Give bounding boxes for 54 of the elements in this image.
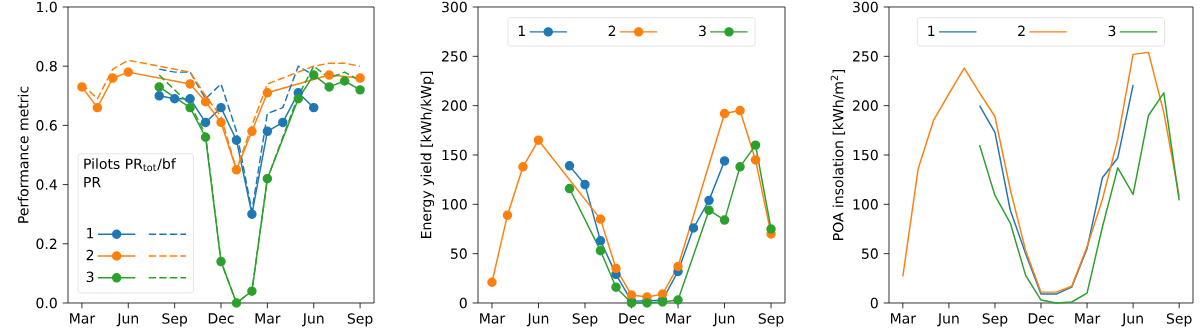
x-tick-label: Sep (1166, 313, 1192, 327)
y-tick-label: 0.2 (36, 238, 57, 250)
x-tick-label: Sep (758, 313, 784, 327)
y-tick-label: 1.0 (37, 1, 57, 13)
y-tick-label: 150 (853, 149, 878, 161)
y-tick-label: 50 (451, 248, 467, 259)
y-axis-title: Energy yield [kWh/kWp] (420, 71, 435, 238)
y-tick-label: 0 (870, 297, 878, 309)
y-tick-label: 0 (459, 297, 467, 309)
x-tick-label: Jun (526, 313, 549, 327)
y-tick-label: 50 (862, 248, 878, 259)
x-tick-label: Mar (480, 313, 506, 324)
y-tick-label: 0.4 (36, 179, 57, 190)
x-tick-label: Sep (162, 313, 188, 327)
y-tick-label: 300 (853, 1, 878, 13)
x-tick-label: Mar (890, 313, 917, 324)
x-tick-label: Dec (1028, 313, 1054, 324)
x-tick-label: Sep (572, 313, 598, 327)
x-tick-label: Mar (666, 313, 692, 324)
x-tick-label: Sep (347, 313, 373, 327)
x-tick-label: Dec (619, 313, 645, 324)
legend-label: 2 (86, 249, 94, 261)
x-tick-label: Jun (1121, 313, 1143, 327)
y-tick-label: 0.8 (36, 60, 57, 72)
y-tick-label: 150 (442, 149, 467, 161)
x-tick-label: Sep (982, 313, 1008, 327)
x-tick-label: Jun (712, 313, 735, 327)
legend-label: 3 (86, 271, 94, 283)
y-tick-label: 100 (442, 199, 467, 210)
legend-label: 3 (1108, 25, 1116, 37)
legend-label: 1 (87, 228, 94, 239)
legend-label: 2 (1018, 25, 1025, 37)
x-tick-label: Dec (208, 313, 234, 324)
y-axis-title: Performance metric (17, 86, 29, 223)
x-tick-label: Mar (255, 313, 281, 324)
x-tick-label: Mar (1075, 313, 1101, 324)
y-tick-label: 200 (853, 100, 878, 111)
text: Pilots PR$_{tot}$/bf PR (84, 158, 176, 188)
legend-label: 1 (928, 25, 935, 36)
y-axis-title: POA insolation [kWh/m$^{2}$] (830, 69, 846, 240)
legend-label: 3 (699, 25, 706, 37)
x-tick-label: Mar (70, 313, 96, 324)
legend-label: 1 (518, 25, 525, 36)
y-tick-label: 0.0 (36, 297, 57, 309)
y-tick-label: 250 (442, 51, 467, 62)
y-tick-label: 300 (442, 1, 467, 13)
y-tick-label: 100 (853, 199, 878, 210)
x-tick-label: Jun (116, 313, 139, 327)
legend-label: 2 (608, 25, 616, 37)
x-tick-label: Jun (937, 313, 959, 327)
x-tick-label: Jun (302, 313, 324, 327)
y-tick-label: 250 (853, 51, 878, 62)
y-tick-label: 0.6 (36, 120, 57, 131)
y-tick-label: 200 (442, 100, 467, 111)
